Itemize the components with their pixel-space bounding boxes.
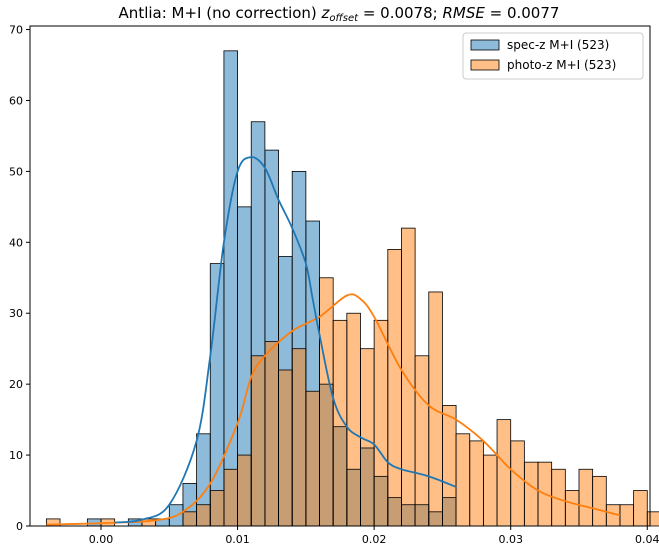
- bar-overlap: [264, 341, 279, 526]
- bar-photo-z: [497, 419, 511, 526]
- bar-spec-z: [237, 206, 252, 456]
- x-tick-label: 0.04: [635, 533, 659, 546]
- bar-overlap: [401, 504, 416, 526]
- bar-photo-z: [551, 469, 566, 526]
- title-rmse-variable: RMSE: [442, 4, 485, 22]
- bar-photo-z: [456, 433, 470, 526]
- x-tick-label: 0.02: [362, 533, 387, 546]
- bar-photo-z: [647, 511, 659, 526]
- y-axis: 0 10 20 30 40 50 60 70: [9, 24, 30, 533]
- legend-swatch-photo-z: [470, 59, 500, 71]
- bar-photo-z: [46, 518, 61, 526]
- kde-line-photo-z: [46, 293, 621, 526]
- bar-photo-z: [428, 291, 443, 512]
- x-tick-label: 0.03: [498, 533, 523, 546]
- bar-spec-z: [251, 121, 265, 356]
- bar-spec-z: [196, 433, 211, 505]
- y-tick-label: 40: [9, 236, 23, 249]
- chart-title: Antlia: M+I (no correction) zoffset = 0.…: [119, 4, 560, 24]
- bar-overlap: [319, 384, 334, 526]
- legend: spec-z M+I (523) photo-z M+I (523): [462, 32, 644, 80]
- title-z-variable: z: [321, 4, 331, 22]
- bar-spec-z: [264, 150, 279, 342]
- plot-frame: [29, 25, 651, 527]
- bar-spec-z: [155, 518, 170, 526]
- x-tick-label: 0.01: [225, 533, 250, 546]
- bar-overlap: [333, 426, 347, 526]
- kde-layer: [46, 156, 621, 526]
- y-tick-label: 30: [9, 307, 23, 320]
- bar-photo-z: [415, 355, 429, 505]
- bar-overlap: [360, 447, 375, 526]
- title-rmse-value: = 0.0077: [485, 4, 560, 22]
- bar-spec-z: [87, 518, 102, 526]
- bar-photo-z: [510, 440, 525, 526]
- bar-photo-z: [333, 320, 347, 427]
- bar-spec-z: [305, 221, 320, 392]
- bar-photo-z: [619, 504, 634, 526]
- bar-photo-z: [141, 518, 156, 526]
- bar-overlap: [223, 469, 238, 526]
- x-axis: 0.00 0.01 0.02 0.03 0.04: [89, 526, 659, 546]
- legend-label-spec-z: spec-z M+I (523): [507, 38, 609, 52]
- bar-photo-z: [374, 320, 388, 477]
- bar-photo-z: [346, 313, 361, 470]
- bar-overlap: [346, 469, 361, 526]
- title-prefix: Antlia: M+I (no correction): [119, 4, 322, 22]
- bar-overlap: [374, 476, 388, 526]
- bar-overlap: [196, 504, 211, 526]
- legend-box: [462, 32, 644, 80]
- bar-photo-z: [401, 228, 416, 505]
- bar-photo-z: [319, 277, 334, 385]
- bar-photo-z: [387, 249, 402, 498]
- bar-overlap: [182, 511, 197, 526]
- bar-overlap: [428, 511, 443, 526]
- bar-spec-z: [210, 263, 224, 491]
- bar-photo-z: [606, 504, 620, 526]
- bar-overlap: [292, 348, 306, 526]
- title-z-value: = 0.0078;: [358, 4, 442, 22]
- bar-photo-z: [578, 469, 593, 526]
- bar-photo-z: [524, 462, 539, 526]
- bar-spec-z: [278, 256, 293, 370]
- kde-line-spec-z: [114, 156, 457, 524]
- y-tick-label: 0: [16, 520, 23, 533]
- bars-layer: [45, 50, 659, 527]
- bar-photo-z: [469, 440, 484, 526]
- bar-outline-photo-z: [646, 511, 659, 527]
- bar-overlap: [305, 391, 320, 526]
- legend-label-photo-z: photo-z M+I (523): [507, 58, 616, 72]
- title-z-subscript: offset: [329, 13, 359, 24]
- bar-photo-z: [592, 476, 607, 526]
- y-tick-label: 60: [9, 94, 23, 107]
- bar-photo-z: [442, 405, 457, 498]
- bar-photo-z: [483, 455, 498, 526]
- bar-overlap: [251, 355, 265, 526]
- bar-overlap: [278, 369, 293, 526]
- bar-overlap: [237, 455, 252, 526]
- bar-spec-z: [223, 50, 238, 470]
- bar-photo-z: [633, 490, 648, 526]
- y-tick-label: 10: [9, 449, 23, 462]
- y-tick-label: 50: [9, 165, 23, 178]
- bar-photo-z: [565, 490, 579, 526]
- y-tick-label: 70: [9, 24, 23, 37]
- legend-swatch-spec-z: [470, 39, 500, 51]
- y-tick-label: 20: [9, 378, 23, 391]
- bar-spec-z: [292, 171, 306, 349]
- bar-photo-z: [360, 348, 375, 448]
- bar-overlap: [415, 504, 429, 526]
- bar-overlap: [387, 497, 402, 526]
- bar-overlap: [210, 490, 224, 526]
- bar-overlap: [442, 497, 457, 526]
- x-tick-label: 0.00: [89, 533, 114, 546]
